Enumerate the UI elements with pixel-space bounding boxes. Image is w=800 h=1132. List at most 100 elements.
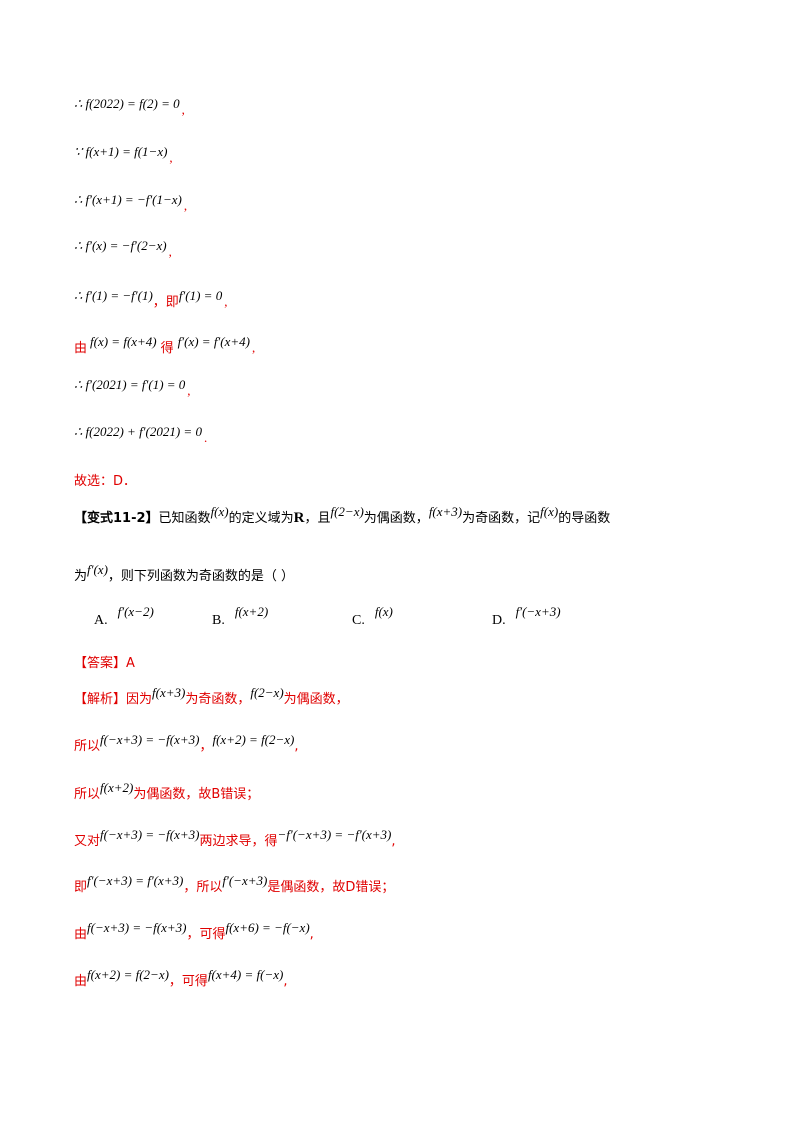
option-a: A. f′(x−2) xyxy=(94,604,154,629)
analysis-1-b: 为奇函数， xyxy=(185,692,251,707)
problem-math-4: f(x+3) xyxy=(428,504,463,519)
analysis-6-c: , xyxy=(309,927,314,942)
analysis-6-a: 由 xyxy=(74,927,88,942)
option-d-letter: D. xyxy=(492,613,506,628)
analysis-7-b: ，可得 xyxy=(168,974,208,989)
analysis-4-b: 两边求导，得 xyxy=(199,834,278,849)
problem-text-3: ，且 xyxy=(304,511,331,526)
choice-line: 故选：D． xyxy=(74,474,137,489)
option-b: B. f(x+2) xyxy=(212,604,268,629)
step-5: ∴ f′(1) = −f′(1)，即f′(1) = 0, xyxy=(74,285,227,310)
analysis-line-1: 【解析】因为f(x+3)为奇函数，f(2−x)为偶函数， xyxy=(74,685,349,707)
option-c-math: f(x) xyxy=(374,604,393,619)
analysis-4-math1: f(−x+3) = −f(x+3) xyxy=(100,827,200,842)
analysis-2-a: 所以 xyxy=(74,739,101,754)
step-6-tail: , xyxy=(251,340,256,355)
analysis-5-c: 是偶函数，故D错误； xyxy=(267,880,395,895)
problem-text-6: 的导函数 xyxy=(558,511,611,526)
problem-math-2: R xyxy=(293,510,305,526)
analysis-6-b: ，可得 xyxy=(186,927,226,942)
analysis-3-a: 所以 xyxy=(74,787,101,802)
answer-line: 【答案】A xyxy=(74,656,135,671)
analysis-5-math1: f′(−x+3) = f′(x+3) xyxy=(87,873,184,888)
analysis-2-b: ， xyxy=(199,739,213,754)
analysis-6-math2: f(x+6) = −f(−x) xyxy=(225,920,310,935)
option-d: D. f′(−x+3) xyxy=(492,604,561,629)
analysis-line-7: 由f(x+2) = f(2−x)，可得f(x+4) = f(−x), xyxy=(74,967,288,989)
analysis-5-a: 即 xyxy=(74,880,88,895)
problem-text-1: 已知函数 xyxy=(158,511,211,526)
analysis-3-math1: f(x+2) xyxy=(100,780,134,795)
step-2-math: ∵ f(x+1) = f(1−x) xyxy=(74,144,168,159)
step-6-math2: f′(x) = f′(x+4) xyxy=(177,334,250,349)
step-6-math: f(x) = f(x+4) xyxy=(90,334,157,349)
analysis-2-math2: f(x+2) = f(2−x) xyxy=(212,732,295,747)
problem-math-3: f(2−x) xyxy=(330,504,364,519)
step-4-math: ∴ f′(x) = −f′(2−x) xyxy=(74,238,167,253)
analysis-line-2: 所以f(−x+3) = −f(x+3)，f(x+2) = f(2−x), xyxy=(74,732,299,754)
option-b-math: f(x+2) xyxy=(234,604,269,619)
option-a-math: f′(x−2) xyxy=(117,604,154,619)
step-7-tail: , xyxy=(187,383,191,398)
step-5-tail: , xyxy=(224,294,228,309)
step-8: ∴ f(2022) + f′(2021) = 0. xyxy=(74,424,207,445)
step-6: 由 f(x) = f(x+4) 得 f′(x) = f′(x+4), xyxy=(74,331,255,356)
analysis-1-a: 【解析】因为 xyxy=(74,692,153,707)
analysis-1-math1: f(x+3) xyxy=(152,685,186,700)
problem-text-4: 为偶函数， xyxy=(363,511,429,526)
analysis-line-3: 所以f(x+2)为偶函数，故B错误； xyxy=(74,780,260,802)
problem-line2-a: 为 xyxy=(74,569,88,584)
step-5-math2: f′(1) = 0 xyxy=(178,288,223,303)
analysis-1-math2: f(2−x) xyxy=(250,685,284,700)
step-1-tail: , xyxy=(181,102,185,117)
step-6-prefix: 由 xyxy=(74,341,88,356)
problem-tag: 【变式11-2】 xyxy=(74,511,159,526)
problem-line2-b: ，则下列函数为奇函数的是（ ） xyxy=(107,569,295,584)
problem-math-1: f(x) xyxy=(210,504,229,519)
analysis-7-math1: f(x+2) = f(2−x) xyxy=(87,967,169,982)
analysis-line-4: 又对f(−x+3) = −f(x+3)两边求导，得−f′(−x+3) = −f′… xyxy=(74,827,396,849)
option-c: C. f(x) xyxy=(352,604,393,629)
option-a-letter: A. xyxy=(94,613,108,628)
option-b-letter: B. xyxy=(212,613,225,628)
step-2: ∵ f(x+1) = f(1−x), xyxy=(74,144,173,165)
step-4-tail: , xyxy=(168,244,172,259)
problem-line-2: 为f′(x)，则下列函数为奇函数的是（ ） xyxy=(74,562,295,584)
step-2-tail: , xyxy=(169,150,173,165)
step-7-math: ∴ f′(2021) = f′(1) = 0 xyxy=(74,377,186,392)
problem-line-1: 【变式11-2】已知函数f(x)的定义域为R，且f(2−x)为偶函数，f(x+3… xyxy=(74,504,611,527)
analysis-5-b: ，所以 xyxy=(183,880,223,895)
problem-text-2: 的定义域为 xyxy=(228,511,294,526)
step-5-mid: ，即 xyxy=(152,295,179,310)
problem-text-5: 为奇函数，记 xyxy=(462,511,541,526)
analysis-7-c: , xyxy=(283,974,288,989)
step-1: ∴ f(2022) = f(2) = 0, xyxy=(74,96,185,117)
analysis-7-a: 由 xyxy=(74,974,88,989)
step-3-math: ∴ f′(x+1) = −f′(1−x) xyxy=(74,192,182,207)
step-6-mid: 得 xyxy=(160,341,174,356)
analysis-5-math2: f′(−x+3) xyxy=(222,873,268,888)
analysis-2-math1: f(−x+3) = −f(x+3) xyxy=(100,732,200,747)
analysis-6-math1: f(−x+3) = −f(x+3) xyxy=(87,920,187,935)
step-3: ∴ f′(x+1) = −f′(1−x), xyxy=(74,192,187,213)
step-8-tail: . xyxy=(203,430,208,445)
analysis-4-c: , xyxy=(391,834,396,849)
analysis-1-c: 为偶函数， xyxy=(283,692,349,707)
step-5-math: ∴ f′(1) = −f′(1) xyxy=(74,288,153,303)
analysis-3-b: 为偶函数，故B错误； xyxy=(133,787,260,802)
analysis-line-5: 即f′(−x+3) = f′(x+3)，所以f′(−x+3)是偶函数，故D错误； xyxy=(74,873,395,895)
option-c-letter: C. xyxy=(352,613,365,628)
step-1-math: ∴ f(2022) = f(2) = 0 xyxy=(74,96,180,111)
analysis-line-6: 由f(−x+3) = −f(x+3)，可得f(x+6) = −f(−x), xyxy=(74,920,314,942)
step-4: ∴ f′(x) = −f′(2−x), xyxy=(74,238,172,259)
analysis-2-c: , xyxy=(294,739,299,754)
analysis-7-math2: f(x+4) = f(−x) xyxy=(207,967,284,982)
step-7: ∴ f′(2021) = f′(1) = 0, xyxy=(74,377,191,398)
analysis-4-a: 又对 xyxy=(74,834,101,849)
step-3-tail: , xyxy=(183,198,188,213)
step-8-math: ∴ f(2022) + f′(2021) = 0 xyxy=(74,424,202,439)
problem-line2-math: f′(x) xyxy=(87,562,108,577)
problem-math-5: f(x) xyxy=(540,504,559,519)
analysis-4-math2: −f′(−x+3) = −f′(x+3) xyxy=(277,827,392,842)
option-d-math: f′(−x+3) xyxy=(515,604,561,619)
